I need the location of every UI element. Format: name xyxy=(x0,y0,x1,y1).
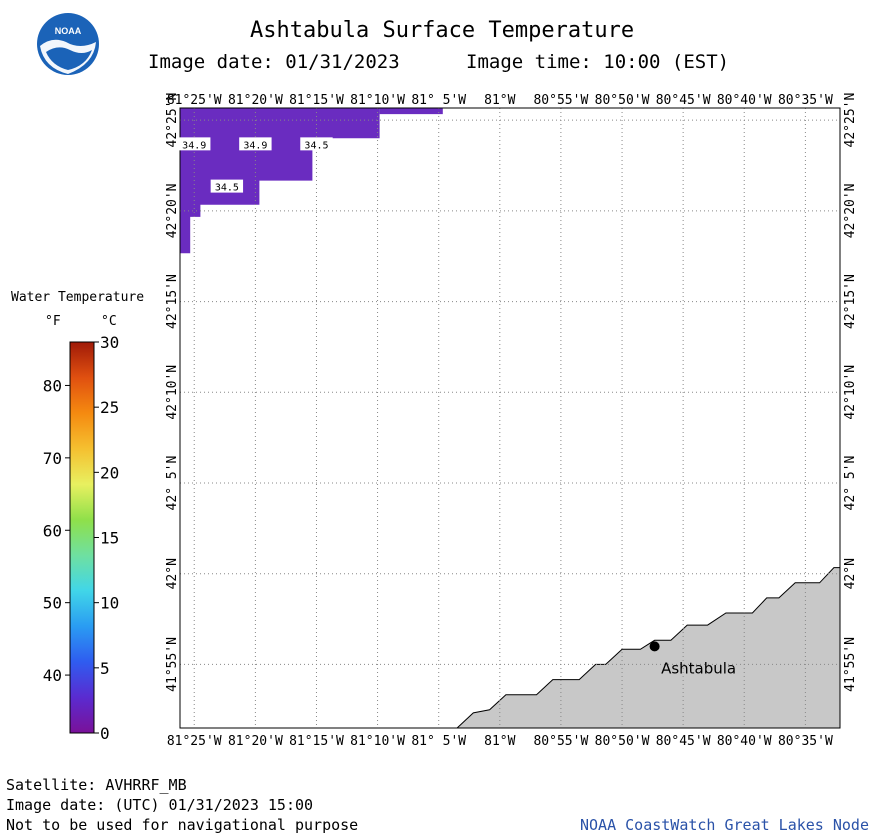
fahrenheit-tick-label: 70 xyxy=(43,449,62,468)
longitude-label-bottom: 81° 5'W xyxy=(411,734,466,749)
celsius-tick-label: 10 xyxy=(100,594,119,613)
logo-text: NOAA xyxy=(55,26,82,36)
longitude-label-bottom: 80°45'W xyxy=(656,734,711,749)
longitude-label-top: 81°15'W xyxy=(289,93,344,108)
latitude-label-right: 42° 5'N xyxy=(843,456,858,511)
longitude-label-bottom: 81°20'W xyxy=(228,734,283,749)
disclaimer: Not to be used for navigational purpose xyxy=(6,816,359,834)
latitude-label-right: 42°20'N xyxy=(843,183,858,238)
legend: Water Temperature°F °C3025201510508070605… xyxy=(11,290,144,743)
temperature-label: 34.9 xyxy=(243,140,267,151)
map-area: 81°25'W 81°25'W 81°20'W 81°20'W 81°15'W 81°15… xyxy=(165,93,858,749)
longitude-label-bottom: 81°10'W xyxy=(350,734,405,749)
longitude-label-top: 81°W xyxy=(484,93,515,108)
satellite-info: Satellite: AVHRRF_MB xyxy=(6,776,187,794)
latitude-label-left: 42°20'N xyxy=(165,183,180,238)
page-title: Ashtabula Surface Temperature xyxy=(250,18,635,43)
longitude-label-top: 81°10'W xyxy=(350,93,405,108)
longitude-label-top: 80°50'W xyxy=(595,93,650,108)
latitude-label-left: 42°15'N xyxy=(165,274,180,329)
longitude-label-bottom: 80°35'W xyxy=(778,734,833,749)
celsius-tick-label: 20 xyxy=(100,463,119,482)
land-area xyxy=(455,567,841,729)
longitude-label-top: 81°20'W xyxy=(228,93,283,108)
legend-title: Water Temperature xyxy=(11,290,144,305)
celsius-tick-label: 0 xyxy=(100,724,110,743)
temperature-label-box xyxy=(300,137,333,151)
temperature-label: 34.5 xyxy=(215,183,239,194)
latitude-label-left: 42°10'N xyxy=(165,365,180,420)
longitude-label-top: 80°45'W xyxy=(656,93,711,108)
temperature-label: 34.5 xyxy=(304,140,328,151)
legend-unit-f: °F xyxy=(45,314,61,329)
celsius-tick-label: 30 xyxy=(100,333,119,352)
celsius-tick-label: 15 xyxy=(100,529,119,548)
longitude-label-bottom: 80°50'W xyxy=(595,734,650,749)
longitude-label-bottom: 80°40'W xyxy=(717,734,772,749)
temperature-patch xyxy=(180,108,380,254)
noaa-logo: NOAA xyxy=(37,13,99,75)
latitude-label-left: 42°25'N xyxy=(165,93,180,148)
longitude-label-top: 81°25'W xyxy=(167,93,222,108)
celsius-tick-label: 5 xyxy=(100,659,110,678)
latitude-label-left: 41°55'N xyxy=(165,637,180,692)
color-scale-bar xyxy=(69,341,95,734)
city-marker xyxy=(649,641,660,652)
latitude-label-left: 42°N xyxy=(165,558,180,589)
temperature-label-box xyxy=(210,179,244,193)
longitude-label-bottom: 80°55'W xyxy=(533,734,588,749)
latitude-label-right: 42°15'N xyxy=(843,274,858,329)
latitude-label-right: 42°10'N xyxy=(843,365,858,420)
latitude-label-right: 41°55'N xyxy=(843,637,858,692)
map-frame xyxy=(179,107,841,729)
image-time: Image time: 10:00 (EST) xyxy=(466,51,730,73)
utc-date: Image date: (UTC) 01/31/2023 15:00 xyxy=(6,796,314,814)
longitude-label-top: 81° 5'W xyxy=(411,93,466,108)
longitude-label-top: 80°35'W xyxy=(778,93,833,108)
latitude-label-right: 42°25'N xyxy=(843,93,858,148)
temperature-label: 34.9 xyxy=(182,140,206,151)
latitude-label-left: 42° 5'N xyxy=(165,456,180,511)
city-label: Ashtabula xyxy=(661,659,736,677)
longitude-label-bottom: 81°15'W xyxy=(289,734,344,749)
temperature-label-box xyxy=(239,137,272,151)
credit-link[interactable]: NOAA CoastWatch Great Lakes Node xyxy=(580,816,869,834)
fahrenheit-tick-label: 50 xyxy=(43,594,62,613)
temperature-strip xyxy=(379,108,443,115)
image-date: Image date: 01/31/2023 xyxy=(148,51,400,73)
latitude-label-right: 42°N xyxy=(843,558,858,589)
longitude-label-top: 80°40'W xyxy=(717,93,772,108)
celsius-tick-label: 25 xyxy=(100,398,119,417)
legend-unit-c: °C xyxy=(101,314,117,329)
fahrenheit-tick-label: 60 xyxy=(43,521,62,540)
longitude-label-bottom: 81°25'W xyxy=(167,734,222,749)
temperature-label-box xyxy=(178,137,211,151)
fahrenheit-tick-label: 40 xyxy=(43,666,62,685)
longitude-label-top: 80°55'W xyxy=(533,93,588,108)
fahrenheit-tick-label: 80 xyxy=(43,376,62,395)
longitude-label-bottom: 81°W xyxy=(484,734,515,749)
